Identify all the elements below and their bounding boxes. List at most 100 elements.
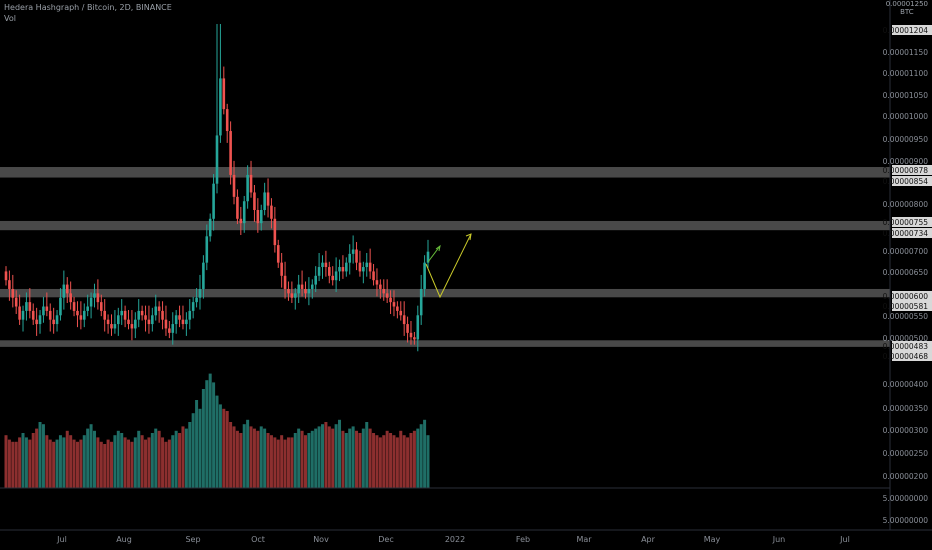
volume-bar [198, 408, 202, 488]
volume-bar [310, 430, 314, 488]
candle-body [113, 324, 117, 329]
volume-bar [412, 430, 416, 488]
candle-body [236, 196, 239, 219]
candle-body [157, 306, 161, 311]
volume-bar [222, 408, 226, 488]
candle-body [280, 262, 283, 276]
volume-bar [276, 439, 280, 488]
candle-body [62, 284, 66, 298]
volume-bar [399, 430, 403, 488]
time-label: Mar [576, 535, 592, 544]
volume-bar [368, 428, 372, 488]
projection-arrows [425, 233, 472, 299]
volume-bar [161, 437, 165, 488]
candle-body [242, 201, 246, 224]
candle-body [89, 297, 93, 307]
candle-body [45, 306, 49, 311]
price-axis[interactable]: 0.00001150 0.00001100 0.00001050 0.00001000… [883, 25, 932, 525]
candle-body [72, 302, 76, 311]
candle-body [409, 332, 413, 338]
candle-body [110, 324, 113, 329]
candle-body [406, 324, 409, 333]
candle-body [147, 319, 151, 325]
price-label-box [892, 176, 932, 186]
candle-body [331, 275, 335, 281]
candle-body [263, 192, 266, 211]
time-axis[interactable]: Jul Aug Sep Oct Nov Dec 2022 Feb Mar Apr May Jun Jul [56, 535, 850, 544]
candle-body [304, 288, 307, 294]
volume-bar [402, 435, 406, 488]
volume-bar [232, 426, 236, 488]
volume-bar [382, 435, 386, 488]
volume-bar [150, 433, 154, 488]
candle-body [174, 315, 178, 325]
candle-body [355, 249, 358, 263]
yellow-path [425, 233, 472, 299]
candle-body [144, 315, 147, 320]
candle-body [38, 315, 42, 325]
volume-bar [378, 437, 382, 488]
candle-body [225, 109, 229, 132]
volume-bar [392, 435, 396, 488]
candle-body [191, 302, 195, 311]
volume-bar [249, 426, 253, 488]
candle-body [35, 319, 38, 325]
candle-body [76, 310, 79, 316]
candle-body [137, 310, 141, 320]
candle-body [290, 293, 294, 298]
price-tick: 0.00001150 [883, 48, 929, 57]
volume-bar [215, 395, 219, 488]
volume-bar [416, 428, 420, 488]
volume-bar [246, 419, 250, 488]
volume-bar [144, 439, 148, 488]
price-label: 0.00000755 [883, 218, 929, 227]
candle-body [310, 284, 314, 289]
volume-bar [256, 430, 260, 488]
volume-bar [4, 435, 8, 488]
candle-body [413, 337, 416, 340]
candle-body [270, 205, 273, 219]
candle-body [293, 293, 297, 298]
price-tick: 0.00000650 [883, 268, 929, 277]
volume-bar [235, 430, 239, 488]
candle-body [399, 310, 403, 316]
volume-bar [314, 428, 318, 488]
volume-bar [324, 422, 328, 488]
volume-label: Vol [4, 14, 16, 23]
candle-body [334, 271, 338, 281]
volume-bar [103, 444, 107, 488]
volume-bar [303, 435, 307, 488]
volume-bar [372, 433, 376, 488]
candle-body [358, 262, 362, 272]
time-label: Aug [116, 535, 132, 544]
volume-bar [273, 437, 277, 488]
volume-bar [52, 441, 56, 488]
volume-bar [348, 428, 352, 488]
candle-body [266, 192, 270, 206]
candle-body [168, 328, 171, 333]
candle-body [341, 267, 345, 272]
candle-body [351, 249, 355, 254]
volume-bar [266, 433, 270, 488]
price-tick: 0.00000800 [883, 200, 929, 209]
volume-bar [31, 433, 35, 488]
volume-bar [140, 435, 144, 488]
volume-series [4, 373, 430, 488]
price-label-box [892, 25, 932, 35]
candle-body [48, 310, 52, 320]
candle-body [31, 310, 35, 320]
candle-body [416, 315, 420, 340]
time-label: Dec [378, 535, 393, 544]
volume-bar [212, 382, 216, 488]
candle-body [130, 324, 134, 329]
volume-bar [11, 441, 15, 488]
volume-bar [201, 389, 205, 488]
volume-bar [106, 439, 110, 488]
time-label: Jun [772, 535, 786, 544]
candle-body [8, 280, 11, 289]
volume-bar [28, 439, 32, 488]
candle-body [324, 262, 328, 268]
volume-bar [86, 428, 90, 488]
candle-body [300, 284, 304, 289]
